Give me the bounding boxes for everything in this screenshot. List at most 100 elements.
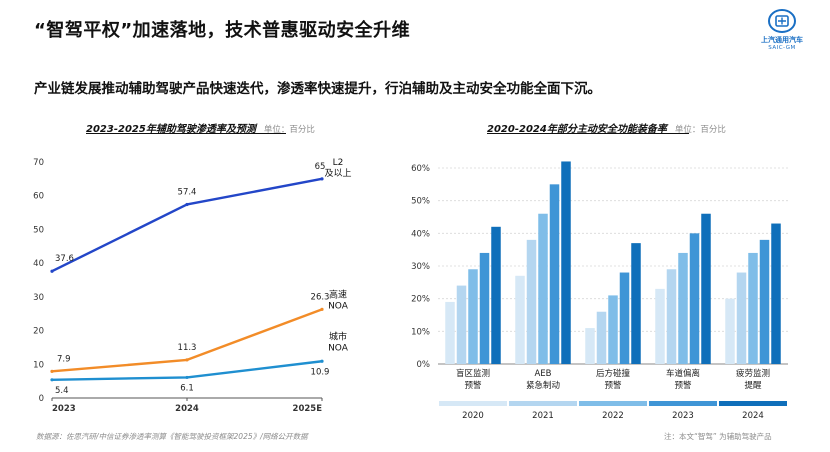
- data-label: 65: [315, 162, 326, 172]
- y-tick-label: 40%: [411, 229, 430, 239]
- bar: [515, 275, 525, 364]
- category-label: 疲劳监测: [736, 368, 770, 379]
- bar: [491, 226, 501, 364]
- footnote: 注：本文“智驾” 为辅助驾驶产品: [664, 432, 772, 441]
- category-label: 紧急制动: [526, 380, 561, 391]
- source-note: 数据源：佐思汽研/中信证券渗透率测算《智能驾驶投资框架2025》/网络公开数据: [36, 432, 308, 441]
- left-chart-title-text: 2023-2025年辅助驾驶渗透率及预测: [86, 124, 256, 135]
- bar: [736, 272, 747, 364]
- legend-swatch: [439, 401, 507, 406]
- bar: [468, 269, 478, 364]
- y-tick-label: 70: [33, 158, 44, 168]
- legend-label: 2024: [742, 411, 764, 421]
- data-point: [320, 177, 324, 181]
- bar: [619, 272, 630, 364]
- page-subtitle: 产业链发展推动辅助驾驶产品快速迭代，渗透率快速提升，行泊辅助及主动安全功能全面下…: [34, 81, 601, 97]
- series-label: 高速: [329, 288, 347, 300]
- y-tick-label: 0%: [417, 360, 431, 370]
- y-tick-label: 10: [33, 360, 44, 370]
- series-label: 城市: [329, 330, 347, 342]
- logo-text-en: SAIC-GM: [768, 45, 796, 51]
- data-point: [50, 369, 54, 373]
- series-line: [51, 308, 323, 373]
- series-label: NOA: [328, 301, 349, 311]
- bar: [549, 184, 560, 364]
- bar: [748, 252, 758, 364]
- left-chart-title-underline: [86, 133, 286, 134]
- x-tick-label: 2025E: [293, 404, 323, 414]
- category-label: 预警: [604, 380, 622, 391]
- data-label: 5.4: [55, 386, 69, 396]
- right-chart-title-text: 2020-2024年部分主动安全功能装备率: [487, 124, 667, 135]
- y-tick-label: 10%: [411, 327, 430, 337]
- y-tick-label: 50%: [411, 197, 430, 207]
- data-point: [50, 269, 54, 273]
- legend-label: 2022: [602, 411, 624, 421]
- legend-swatch: [719, 401, 787, 406]
- data-point: [320, 307, 324, 311]
- legend-label: 2021: [532, 411, 554, 421]
- y-tick-label: 30%: [411, 262, 430, 272]
- bar: [771, 223, 781, 364]
- data-point: [185, 375, 189, 380]
- data-label: 26.3: [311, 292, 330, 302]
- y-tick-label: 60: [33, 192, 44, 202]
- y-tick-label: 50: [33, 225, 44, 235]
- bar: [725, 298, 735, 364]
- y-tick-label: 20: [33, 327, 44, 337]
- series-label: 及以上: [324, 168, 351, 179]
- bar: [631, 243, 641, 364]
- data-label: 7.9: [57, 354, 71, 364]
- category-label: 车道偏离: [666, 368, 700, 379]
- data-label: 10.9: [311, 367, 330, 377]
- bar: [456, 285, 467, 364]
- x-tick-label: 2023: [52, 404, 76, 414]
- right-chart-title-underline: [487, 133, 689, 134]
- y-tick-label: 20%: [411, 295, 430, 305]
- bar: [655, 288, 665, 364]
- data-label: 6.1: [180, 383, 194, 393]
- y-tick-label: 40: [33, 259, 44, 269]
- category-label: 盲区监测: [456, 368, 490, 379]
- data-label: 57.4: [178, 187, 197, 197]
- brand-logo: 上汽通用汽车 SAIC-GM: [757, 8, 807, 60]
- data-point: [185, 358, 189, 362]
- bar: [666, 269, 677, 364]
- legend-swatch: [509, 401, 577, 406]
- right-chart-unit: 单位：百分比: [674, 125, 726, 135]
- data-point: [185, 202, 189, 207]
- data-point: [320, 359, 324, 363]
- y-tick-label: 0: [39, 394, 44, 404]
- category-label: 预警: [674, 380, 692, 391]
- right-chart-title: 2020-2024年部分主动安全功能装备率 单位：百分比: [487, 120, 726, 135]
- bar: [561, 161, 571, 364]
- bar: [689, 233, 700, 364]
- data-label: 11.3: [178, 343, 197, 353]
- category-label: AEB: [534, 369, 551, 379]
- x-tick-label: 2024: [175, 404, 199, 414]
- logo-text-cn: 上汽通用汽车: [761, 36, 803, 44]
- legend-label: 2023: [672, 411, 694, 421]
- legend-swatch: [649, 401, 717, 406]
- bar: [585, 328, 595, 364]
- series-label: L2: [333, 158, 344, 168]
- legend-label: 2020: [462, 411, 484, 421]
- data-point: [50, 378, 54, 382]
- page-title: “智驾平权”加速落地，技术普惠驱动安全升维: [34, 20, 411, 41]
- bar: [596, 311, 607, 364]
- legend-swatch: [579, 401, 647, 406]
- y-tick-label: 60%: [411, 164, 430, 174]
- left-chart-title: 2023-2025年辅助驾驶渗透率及预测 单位：百分比: [86, 120, 315, 135]
- category-label: 预警: [464, 380, 482, 391]
- bar: [701, 213, 711, 364]
- category-label: 提醒: [744, 380, 762, 391]
- bar: [759, 239, 770, 364]
- category-label: 后方碰撞: [596, 368, 631, 379]
- saic-gm-logo-icon: [768, 9, 796, 33]
- left-chart-unit: 单位：百分比: [263, 125, 315, 135]
- y-tick-label: 30: [33, 293, 44, 303]
- bar: [526, 239, 537, 364]
- bar: [608, 295, 618, 364]
- bar: [445, 301, 455, 364]
